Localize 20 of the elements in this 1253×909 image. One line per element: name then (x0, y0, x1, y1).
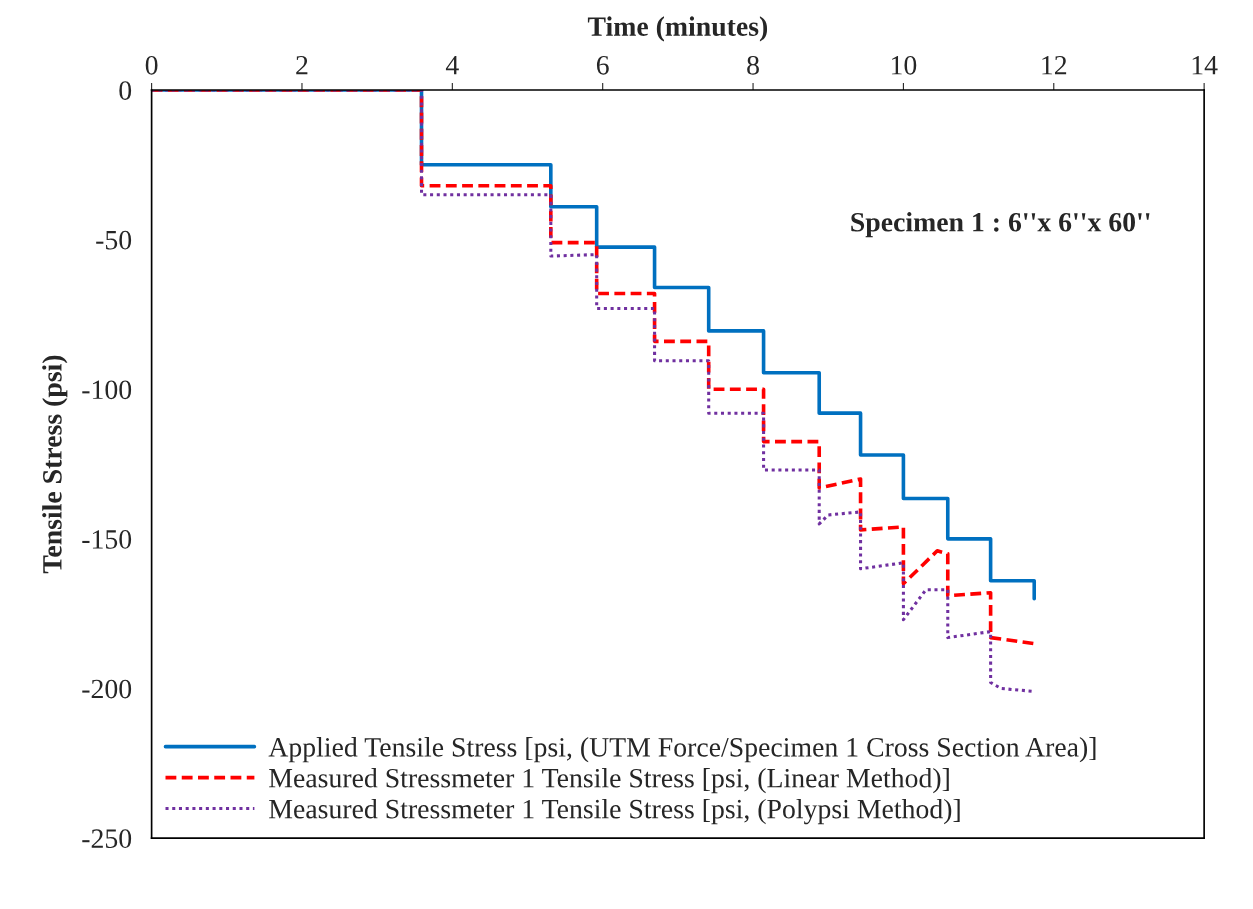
x-tick-label: 8 (747, 55, 759, 75)
y-tick-label: -150 (82, 530, 132, 549)
y-axis-title: Tensile Stress (psi) (42, 355, 68, 574)
y-tick-label: -50 (96, 230, 132, 250)
x-axis-title: Time (minutes) (587, 16, 768, 42)
y-tick-label: -200 (82, 679, 132, 699)
legend-label: Applied Tensile Stress [psi, (UTM Force/Specimen 1 Cross Section Area)] (268, 737, 1096, 763)
y-tick-label: -100 (82, 380, 132, 400)
legend-label: Measured Stressmeter 1 Tensile Stress [psi, (Polypsi Method)] (269, 798, 960, 825)
legend-label: Measured Stressmeter 1 Tensile Stress [psi, (Linear Method)] (269, 768, 949, 794)
y-tick-label: 0 (119, 81, 132, 100)
x-tick-label: 10 (891, 55, 917, 75)
x-tick-label: 0 (145, 55, 158, 75)
x-tick-label: 6 (596, 55, 609, 75)
x-tick-label: 12 (1042, 55, 1067, 75)
x-tick-label: 2 (296, 55, 308, 75)
annotation: Specimen 1 : 6''x 6''x 60'' (851, 212, 1150, 238)
y-tick-label: -250 (82, 829, 132, 849)
x-tick-label: 4 (445, 56, 459, 75)
x-tick-label: 14 (1192, 56, 1218, 75)
